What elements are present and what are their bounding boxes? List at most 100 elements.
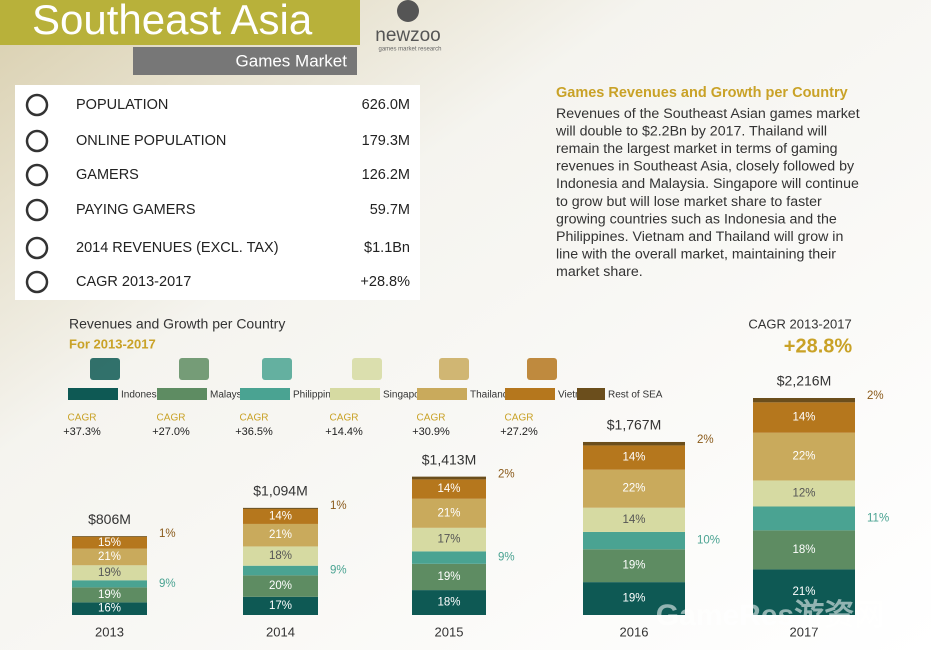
cagr-value: +27.2% bbox=[500, 426, 538, 438]
bar-segment bbox=[753, 402, 855, 433]
segment-label: 19% bbox=[622, 560, 645, 572]
bar-segment bbox=[72, 536, 147, 537]
cagr-value: +37.3% bbox=[63, 426, 101, 438]
segment-label: 16% bbox=[98, 603, 121, 615]
stats-panel bbox=[15, 85, 420, 300]
bar-segment bbox=[243, 575, 318, 597]
bar-segment bbox=[753, 398, 855, 403]
bar-segment bbox=[72, 536, 147, 549]
bar-segment bbox=[583, 469, 685, 508]
segment-label: 17% bbox=[437, 534, 460, 546]
text-line: line with the overall market, maintainin… bbox=[556, 247, 836, 263]
segment-label: 21% bbox=[269, 529, 292, 541]
legend-label: Rest of SEA bbox=[608, 390, 663, 401]
legend-label: Indonesia bbox=[121, 390, 165, 401]
legend-label: Singapore bbox=[383, 390, 429, 401]
bar-segment bbox=[583, 507, 685, 532]
cagr-heading: CAGR 2013-2017 bbox=[748, 316, 851, 331]
segment-label: 21% bbox=[437, 507, 460, 519]
page-title: Southeast Asia bbox=[32, 0, 313, 43]
bar-segment bbox=[72, 565, 147, 581]
stat-value: 179.3M bbox=[362, 133, 410, 149]
bar-segment bbox=[753, 569, 855, 615]
bar-segment bbox=[753, 480, 855, 507]
logo-icon bbox=[397, 0, 419, 22]
stat-icon bbox=[25, 198, 49, 222]
segment-label: 19% bbox=[98, 589, 121, 601]
segment-label: 19% bbox=[437, 571, 460, 583]
subtitle-band bbox=[133, 47, 357, 75]
flag bbox=[439, 358, 469, 380]
bar-segment bbox=[243, 565, 318, 576]
logo-tagline: games market research bbox=[378, 47, 441, 53]
stat-value: 59.7M bbox=[370, 202, 410, 218]
segment-label: 1% bbox=[159, 528, 176, 540]
segment-label: 18% bbox=[437, 597, 460, 609]
total-label: $1,094M bbox=[253, 483, 307, 499]
legend-label: Vietnam bbox=[558, 390, 595, 401]
text-line: will double to $2.2Bn by 2017. Thailand … bbox=[555, 123, 827, 139]
bar-segment bbox=[412, 479, 486, 499]
bar-segment bbox=[412, 563, 486, 591]
chart-title: Revenues and Growth per Country bbox=[69, 316, 285, 332]
stat-value: 126.2M bbox=[362, 167, 410, 183]
bar-segment bbox=[72, 587, 147, 603]
title-band bbox=[0, 0, 360, 45]
text-line: growing countries such as Indonesia and … bbox=[556, 211, 837, 227]
segment-label: 10% bbox=[697, 535, 720, 547]
flag bbox=[90, 358, 120, 380]
stat-label: CAGR 2013-2017 bbox=[76, 274, 191, 290]
segment-label: 18% bbox=[269, 550, 292, 562]
segment-label: 14% bbox=[622, 452, 645, 464]
bar-segment bbox=[412, 498, 486, 528]
cagr-word: CAGR bbox=[417, 413, 446, 424]
flag bbox=[262, 358, 292, 380]
bar-segment bbox=[72, 602, 147, 615]
legend-label: Thailand bbox=[470, 390, 508, 401]
bar-segment bbox=[753, 432, 855, 481]
bar-segment bbox=[412, 590, 486, 615]
stat-label: 2014 REVENUES (EXCL. TAX) bbox=[76, 240, 279, 256]
segment-label: 15% bbox=[98, 537, 121, 549]
segment-label: 14% bbox=[437, 483, 460, 495]
logo: newzoo bbox=[375, 25, 441, 46]
stat-value: 626.0M bbox=[362, 97, 410, 113]
legend-swatch bbox=[577, 388, 605, 400]
segment-label: 21% bbox=[792, 586, 815, 598]
segment-label: 19% bbox=[622, 593, 645, 605]
cagr-value: +27.0% bbox=[152, 426, 190, 438]
total-label: $1,413M bbox=[422, 451, 476, 467]
text-line: market share. bbox=[556, 264, 643, 280]
segment-label: 2% bbox=[697, 434, 714, 446]
legend-swatch bbox=[417, 388, 467, 400]
flag bbox=[352, 358, 382, 380]
cagr-value: +36.5% bbox=[235, 426, 273, 438]
legend-swatch bbox=[505, 388, 555, 400]
bar-segment bbox=[583, 445, 685, 470]
x-tick-label: 2017 bbox=[790, 624, 819, 639]
stat-icon bbox=[25, 270, 49, 294]
flag bbox=[179, 358, 209, 380]
stat-icon bbox=[25, 129, 49, 153]
text-line: remain the largest market in terms of ga… bbox=[556, 141, 838, 157]
bar-segment bbox=[243, 507, 318, 509]
text-line: revenues in Southeast Asia, closely foll… bbox=[556, 159, 855, 175]
bar-segment bbox=[72, 580, 147, 588]
bar-segment bbox=[243, 546, 318, 566]
bar-segment bbox=[583, 531, 685, 550]
stat-label: PAYING GAMERS bbox=[76, 202, 196, 218]
flag bbox=[527, 358, 557, 380]
stat-label: GAMERS bbox=[76, 167, 139, 183]
cagr-word: CAGR bbox=[157, 413, 186, 424]
bar-segment bbox=[412, 476, 486, 480]
cagr-value: +30.9% bbox=[412, 426, 450, 438]
stat-label: POPULATION bbox=[76, 97, 168, 113]
legend-label: Malaysia bbox=[210, 390, 250, 401]
segment-label: 22% bbox=[622, 483, 645, 495]
text-line: Indonesia and Malaysia. Singapore will c… bbox=[556, 176, 859, 192]
stat-icon bbox=[25, 93, 49, 117]
text-line: to grow but will lose market share to fa… bbox=[556, 194, 822, 210]
legend-label: Philippines bbox=[293, 390, 341, 401]
bar-segment bbox=[243, 508, 318, 524]
segment-label: 11% bbox=[867, 512, 889, 524]
